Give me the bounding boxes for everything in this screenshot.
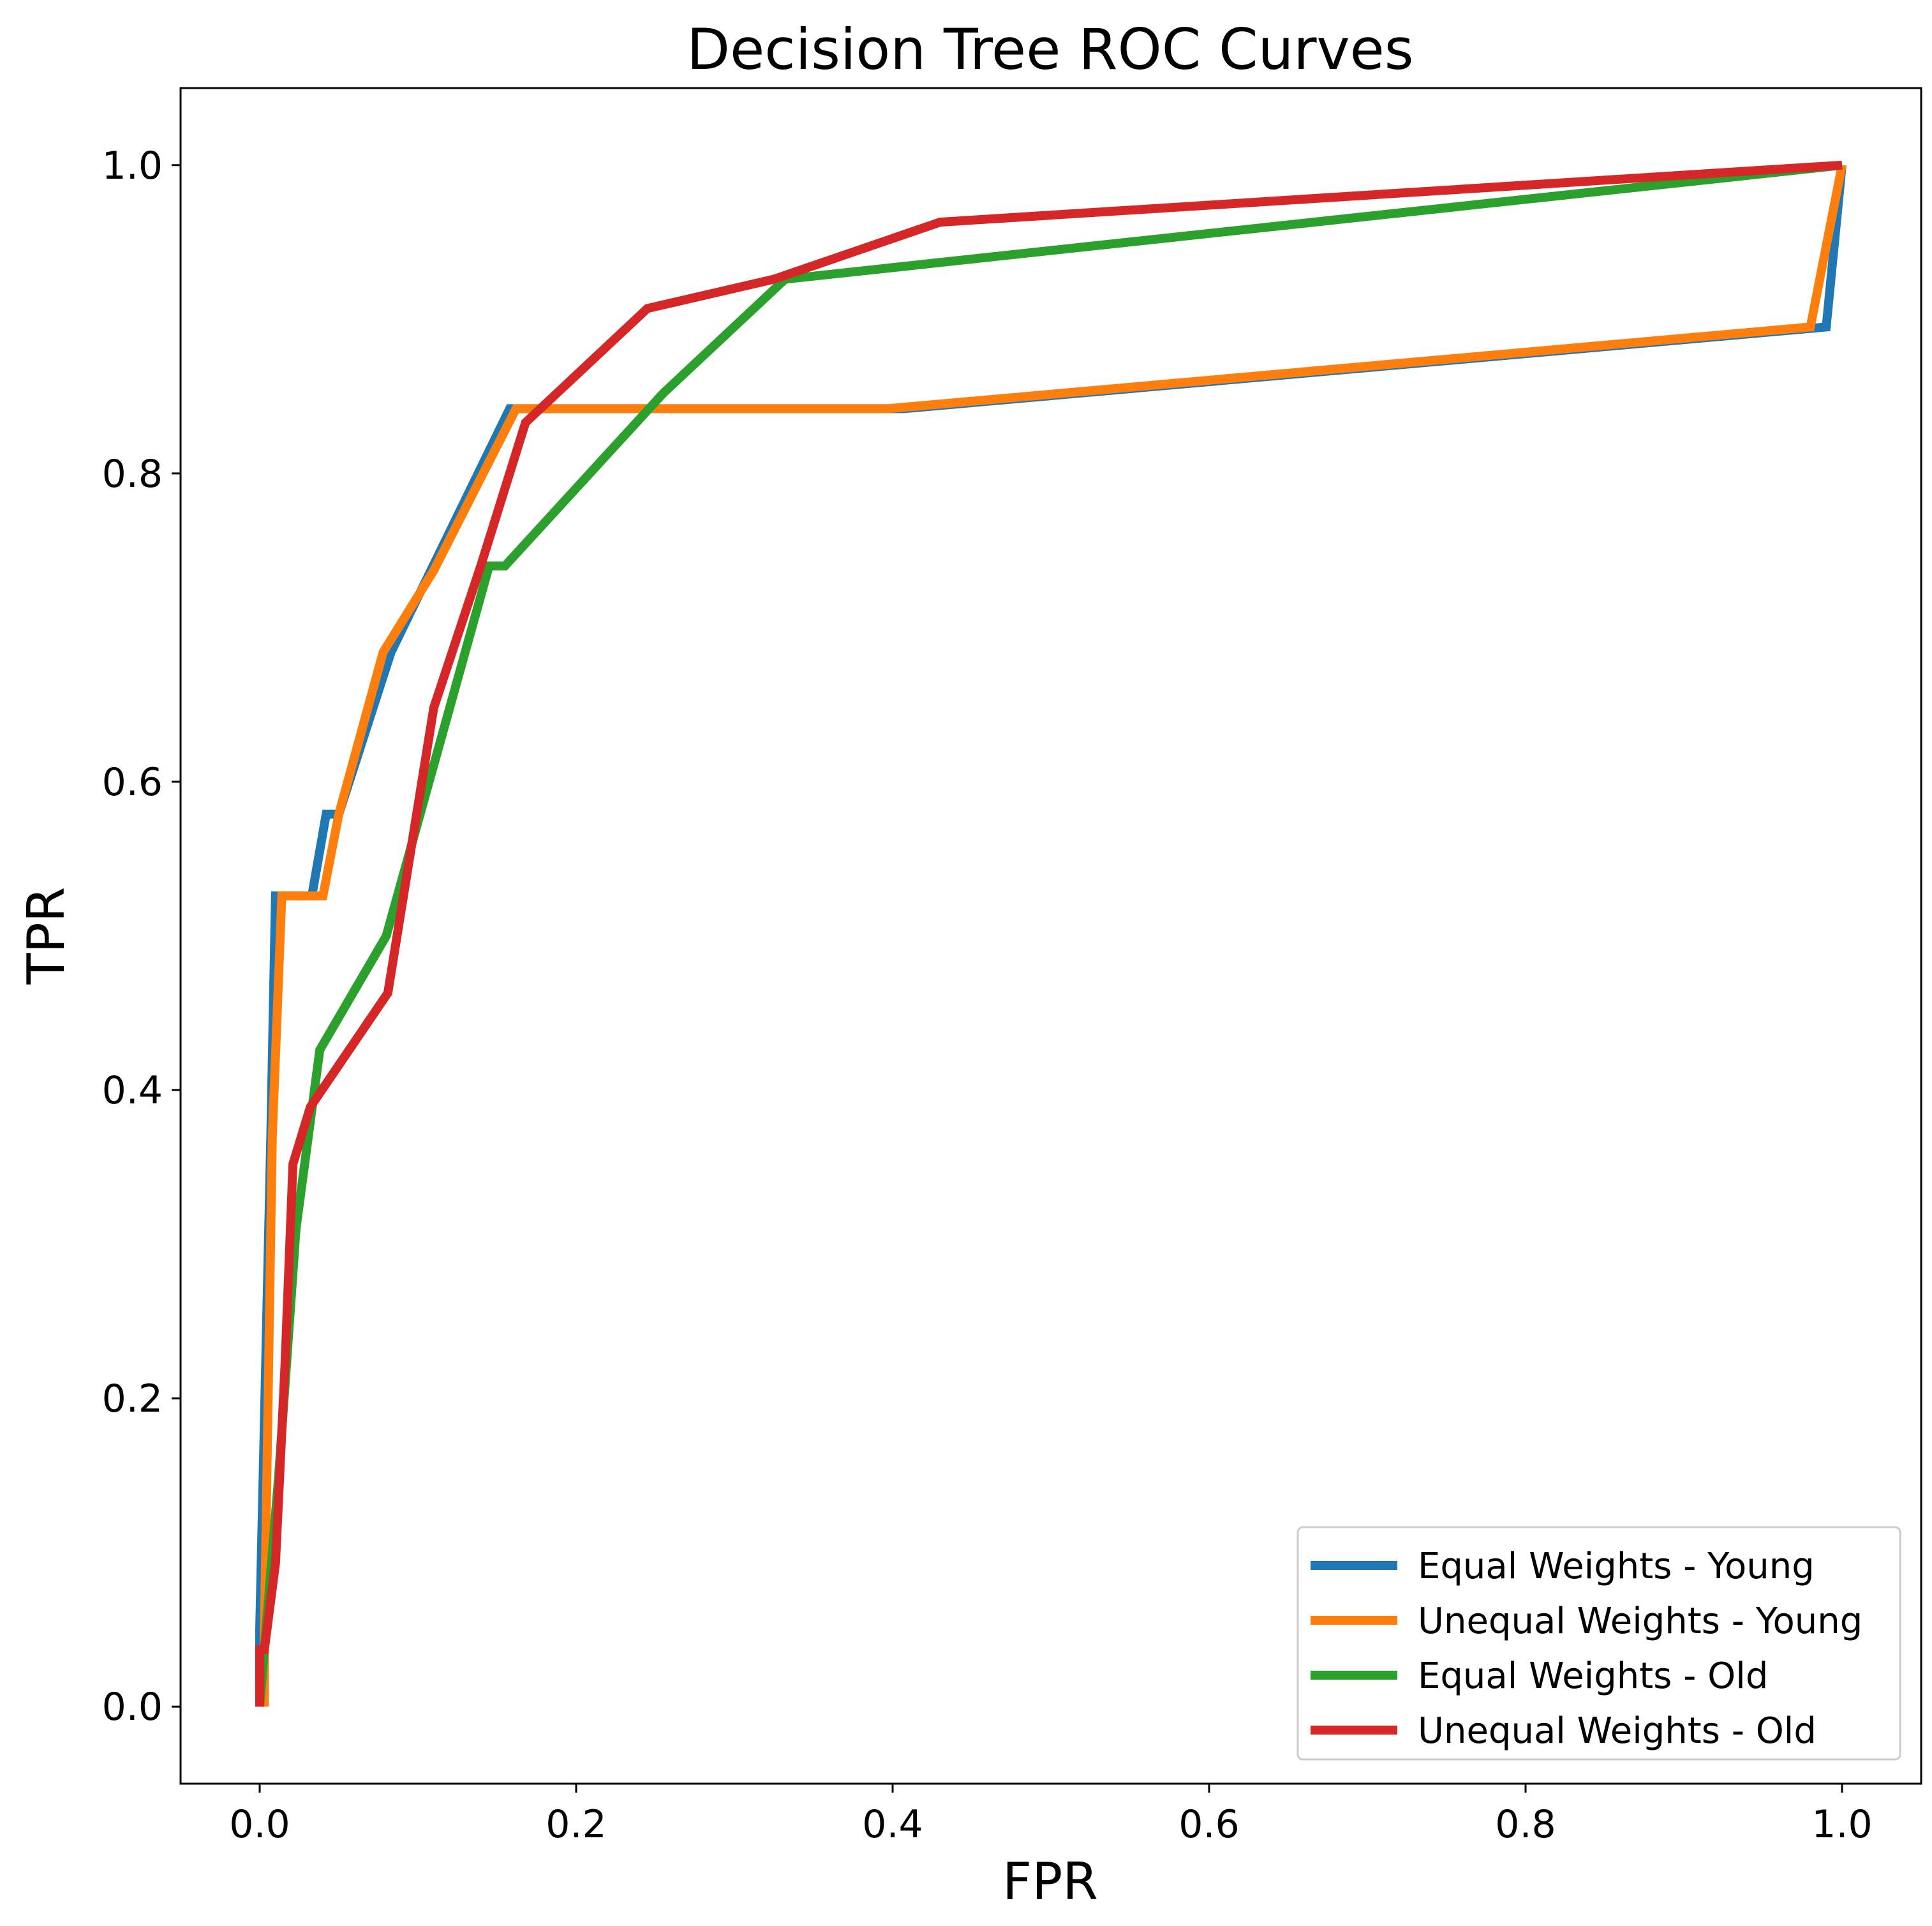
y-tick-label: 0.2 [102,1377,163,1421]
legend-label-unequal-weights-old: Unequal Weights - Old [1418,1710,1817,1752]
plot-background [181,88,1921,1784]
x-tick-label: 0.4 [862,1802,923,1847]
plot-frame [179,87,1922,1785]
x-tick-label: 0.2 [546,1802,606,1847]
y-tick-label: 0.4 [102,1068,163,1113]
plot-area: 0.0 0.2 0.4 0.6 0.8 1.0 0.0 0.2 0.4 0.6 0.8 1.0 [102,87,1922,1847]
y-axis-ticks: 0.0 0.2 0.4 0.6 0.8 1.0 [102,144,181,1729]
y-tick-label: 0.0 [102,1685,163,1729]
legend-label-equal-weights-young: Equal Weights - Young [1418,1546,1815,1587]
x-axis-label: FPR [1002,1852,1098,1911]
chart-title: Decision Tree ROC Curves [687,17,1413,82]
legend-label-equal-weights-old: Equal Weights - Old [1418,1655,1768,1697]
x-axis-ticks: 0.0 0.2 0.4 0.6 0.8 1.0 [229,1784,1873,1847]
series-line-unequal-weights-young [260,164,1847,1707]
y-tick-label: 1.0 [102,144,163,188]
legend: Equal Weights - Young Unequal Weights - Y… [1297,1526,1901,1761]
series-line-unequal-weights-old [255,160,1843,1707]
x-tick-label: 0.0 [229,1802,290,1847]
series-group [255,160,1847,1707]
x-tick-label: 0.6 [1178,1802,1239,1847]
x-tick-label: 0.8 [1495,1802,1556,1847]
y-axis-label: TPR [17,887,76,985]
x-tick-label: 1.0 [1811,1802,1872,1847]
y-tick-label: 0.8 [102,452,163,496]
legend-frame [1297,1526,1901,1761]
y-tick-label: 0.6 [102,760,163,805]
legend-label-unequal-weights-young: Unequal Weights - Young [1418,1601,1862,1642]
